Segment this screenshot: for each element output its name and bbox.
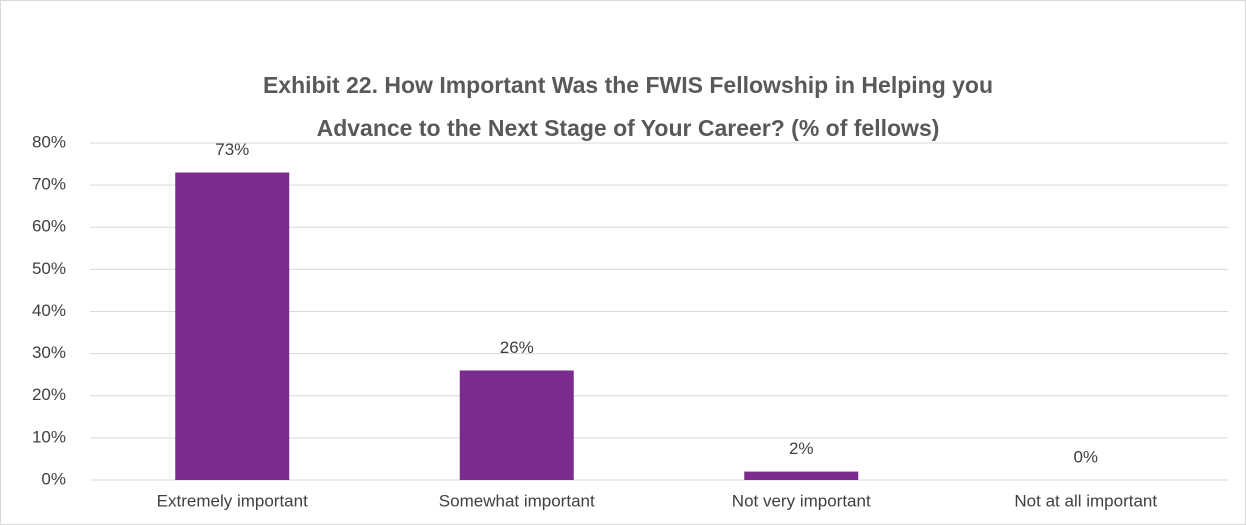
y-tick-label: 70% bbox=[32, 175, 66, 194]
y-tick-label: 0% bbox=[41, 469, 66, 488]
data-label: 2% bbox=[789, 439, 814, 458]
x-tick-label: Not very important bbox=[732, 491, 871, 510]
y-tick-label: 50% bbox=[32, 259, 66, 278]
x-tick-label: Not at all important bbox=[1014, 491, 1157, 510]
y-tick-label: 80% bbox=[32, 132, 66, 151]
chart-title: Exhibit 22. How Important Was the FWIS F… bbox=[263, 72, 993, 98]
chart-title: Advance to the Next Stage of Your Career… bbox=[317, 115, 940, 141]
y-tick-label: 20% bbox=[32, 385, 66, 404]
data-label: 0% bbox=[1073, 447, 1098, 466]
y-tick-label: 30% bbox=[32, 343, 66, 362]
y-tick-label: 60% bbox=[32, 217, 66, 236]
x-tick-label: Extremely important bbox=[157, 491, 308, 510]
bar bbox=[744, 471, 859, 480]
bar bbox=[175, 172, 290, 481]
x-tick-label: Somewhat important bbox=[439, 491, 595, 510]
data-label: 26% bbox=[500, 338, 534, 357]
y-tick-label: 40% bbox=[32, 301, 66, 320]
y-tick-label: 10% bbox=[32, 427, 66, 446]
data-label: 73% bbox=[215, 140, 249, 159]
bar bbox=[459, 370, 574, 480]
